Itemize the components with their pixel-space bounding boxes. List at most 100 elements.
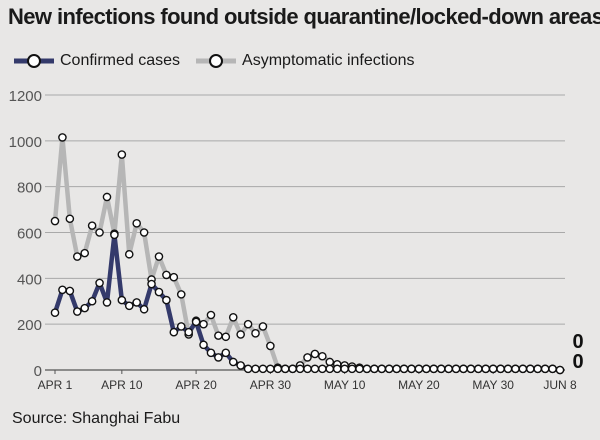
y-tick-label: 1000 xyxy=(9,134,42,151)
legend-label-confirmed: Confirmed cases xyxy=(60,52,181,69)
chart-title: New infections found outside quarantine/… xyxy=(8,4,600,29)
point-confirmed-cases xyxy=(318,364,327,374)
legend-swatch-confirmed xyxy=(14,54,54,68)
point-confirmed-cases xyxy=(95,278,104,288)
point-confirmed-cases xyxy=(132,298,141,307)
point-confirmed-cases xyxy=(540,364,550,374)
point-confirmed-cases xyxy=(548,364,557,374)
point-confirmed-cases xyxy=(332,364,342,374)
point-confirmed-cases xyxy=(303,364,312,374)
point-confirmed-cases xyxy=(280,364,290,374)
point-asymptomatic-infections xyxy=(169,272,179,282)
point-confirmed-cases xyxy=(214,353,223,362)
point-confirmed-cases xyxy=(466,364,476,374)
point-confirmed-cases xyxy=(243,364,253,374)
point-confirmed-cases xyxy=(228,357,238,367)
point-asymptomatic-infections xyxy=(117,150,127,159)
y-tick-label: 600 xyxy=(17,226,42,243)
point-confirmed-cases xyxy=(199,340,208,350)
point-confirmed-cases xyxy=(236,361,245,370)
point-asymptomatic-infections xyxy=(310,349,320,359)
legend-item-confirmed: Confirmed cases xyxy=(14,51,180,71)
point-confirmed-cases xyxy=(399,364,409,374)
point-confirmed-cases xyxy=(87,296,97,306)
point-confirmed-cases xyxy=(451,364,461,374)
point-confirmed-cases xyxy=(162,295,171,305)
x-tick-label: MAY 20 xyxy=(398,378,440,392)
point-confirmed-cases xyxy=(102,298,112,307)
point-confirmed-cases xyxy=(266,364,275,374)
x-tick-label: APR 30 xyxy=(250,378,292,392)
point-asymptomatic-infections xyxy=(102,192,112,202)
point-asymptomatic-infections xyxy=(58,133,67,142)
point-confirmed-cases xyxy=(50,308,60,318)
x-tick-label: APR 1 xyxy=(38,378,73,392)
point-asymptomatic-infections xyxy=(95,228,104,237)
end-labels: 0 0 xyxy=(572,331,583,373)
grid xyxy=(45,94,565,371)
point-confirmed-cases xyxy=(347,364,357,374)
point-confirmed-cases xyxy=(154,287,164,297)
point-asymptomatic-infections xyxy=(87,221,97,230)
y-tick-label: 0 xyxy=(34,363,42,380)
point-confirmed-cases xyxy=(58,285,67,295)
y-tick-label: 800 xyxy=(17,180,42,197)
point-asymptomatic-infections xyxy=(124,249,134,259)
point-confirmed-cases xyxy=(392,364,401,374)
end-label-confirmed: 0 xyxy=(572,351,583,373)
series-layer xyxy=(50,133,565,375)
point-asymptomatic-infections xyxy=(266,341,275,351)
x-tick-label: JUN 8 xyxy=(543,378,577,392)
point-confirmed-cases xyxy=(288,364,297,374)
point-confirmed-cases xyxy=(251,364,260,374)
point-confirmed-cases xyxy=(110,230,119,240)
point-asymptomatic-infections xyxy=(80,248,90,258)
point-confirmed-cases xyxy=(325,364,335,374)
point-confirmed-cases xyxy=(221,348,231,358)
x-tick-label: MAY 30 xyxy=(472,378,514,392)
point-confirmed-cases xyxy=(436,364,446,374)
point-confirmed-cases xyxy=(377,364,387,374)
point-asymptomatic-infections xyxy=(303,353,312,362)
point-confirmed-cases xyxy=(384,364,394,374)
x-tick-label: APR 10 xyxy=(101,378,143,392)
y-tick-label: 200 xyxy=(17,317,42,334)
point-asymptomatic-infections xyxy=(228,312,238,322)
point-asymptomatic-infections xyxy=(132,219,141,228)
point-asymptomatic-infections xyxy=(251,329,260,338)
point-confirmed-cases xyxy=(117,295,127,305)
legend-item-asymptomatic: Asymptomatic infections xyxy=(196,51,415,71)
point-asymptomatic-infections xyxy=(139,228,149,237)
point-confirmed-cases xyxy=(80,303,90,313)
point-confirmed-cases xyxy=(496,364,505,374)
point-asymptomatic-infections xyxy=(162,270,171,280)
point-confirmed-cases xyxy=(206,348,216,358)
x-tick-label: MAY 10 xyxy=(324,378,366,392)
source-note: Source: Shanghai Fabu xyxy=(12,410,181,427)
point-confirmed-cases xyxy=(65,286,75,296)
point-confirmed-cases xyxy=(407,364,416,374)
point-asymptomatic-infections xyxy=(154,252,164,261)
y-axis: 0 200 400 600 800 1000 1200 xyxy=(9,88,42,380)
legend: Confirmed cases Asymptomatic infections xyxy=(14,50,431,72)
point-asymptomatic-infections xyxy=(258,322,268,331)
x-tick-label: APR 20 xyxy=(175,378,217,392)
point-confirmed-cases xyxy=(370,364,379,374)
point-confirmed-cases xyxy=(355,364,364,374)
point-confirmed-cases xyxy=(525,364,535,374)
point-confirmed-cases xyxy=(555,365,565,375)
point-confirmed-cases xyxy=(139,304,149,314)
point-asymptomatic-infections xyxy=(243,319,253,329)
y-tick-label: 400 xyxy=(17,271,42,288)
point-asymptomatic-infections xyxy=(236,330,245,339)
legend-label-asymptomatic: Asymptomatic infections xyxy=(242,52,415,69)
point-confirmed-cases xyxy=(362,364,372,374)
point-confirmed-cases xyxy=(511,364,520,374)
point-confirmed-cases xyxy=(124,301,134,311)
point-confirmed-cases xyxy=(310,364,320,374)
point-confirmed-cases xyxy=(459,364,468,374)
point-asymptomatic-infections xyxy=(72,252,82,261)
point-confirmed-cases xyxy=(147,279,156,289)
point-confirmed-cases xyxy=(273,364,283,374)
